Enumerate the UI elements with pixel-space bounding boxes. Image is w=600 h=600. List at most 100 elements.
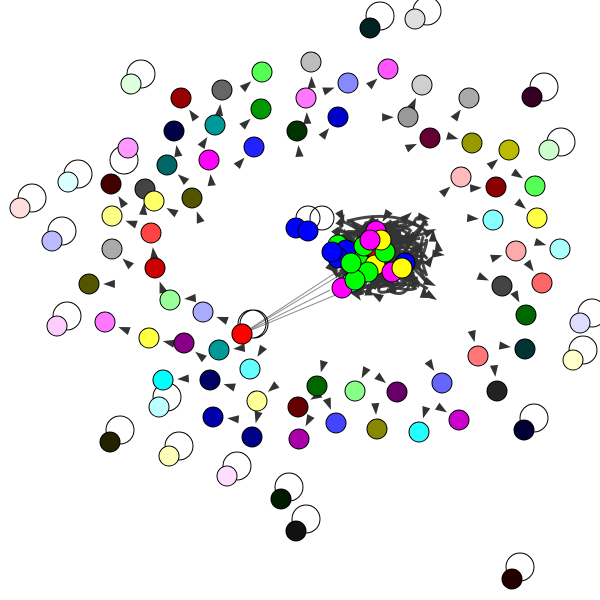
edges-layer — [241, 261, 363, 335]
graph-node[interactable] — [286, 120, 308, 142]
graph-node[interactable] — [156, 154, 178, 176]
graph-node[interactable] — [482, 209, 504, 231]
graph-node[interactable] — [143, 190, 165, 212]
graph-node[interactable] — [397, 106, 419, 128]
cluster-node[interactable] — [321, 241, 343, 263]
graph-node[interactable] — [288, 428, 310, 450]
graph-node[interactable] — [491, 275, 513, 297]
graph-node[interactable] — [250, 98, 272, 120]
graph-node[interactable] — [408, 421, 430, 443]
arrowhead — [305, 414, 315, 427]
graph-node[interactable] — [285, 520, 307, 542]
graph-node[interactable] — [515, 304, 537, 326]
cluster-node[interactable] — [340, 252, 362, 274]
graph-node[interactable] — [514, 338, 536, 360]
graph-node[interactable] — [181, 187, 203, 209]
arrowhead — [361, 366, 371, 379]
graph-node[interactable] — [287, 396, 309, 418]
graph-node[interactable] — [521, 86, 543, 108]
graph-node[interactable] — [344, 380, 366, 402]
graph-node[interactable] — [120, 73, 142, 95]
arrowhead — [382, 113, 394, 122]
graph-node[interactable] — [501, 568, 523, 590]
arrowhead — [267, 381, 280, 392]
graph-node[interactable] — [192, 301, 214, 323]
graph-node[interactable] — [117, 137, 139, 159]
graph-node[interactable] — [337, 72, 359, 94]
graph-node[interactable] — [450, 166, 472, 188]
graph-node[interactable] — [411, 74, 433, 96]
graph-node[interactable] — [152, 369, 174, 391]
graph-node[interactable] — [531, 272, 553, 294]
arrowhead — [184, 293, 197, 303]
graph-node[interactable] — [325, 412, 347, 434]
graph-node[interactable] — [78, 273, 100, 295]
graph-node[interactable] — [295, 87, 317, 109]
graph-node[interactable] — [359, 17, 381, 39]
graph-node[interactable] — [505, 240, 527, 262]
graph-node[interactable] — [524, 175, 546, 197]
cluster-node[interactable] — [391, 257, 413, 279]
graph-node[interactable] — [94, 311, 116, 333]
graph-node[interactable] — [170, 87, 192, 109]
graph-node[interactable] — [366, 418, 388, 440]
graph-node[interactable] — [486, 380, 508, 402]
graph-node[interactable] — [526, 207, 548, 229]
graph-node[interactable] — [101, 205, 123, 227]
graph-node[interactable] — [562, 349, 584, 371]
graph-node[interactable] — [159, 289, 181, 311]
graph-node[interactable] — [270, 488, 292, 510]
graph-node[interactable] — [327, 106, 349, 128]
graph-node[interactable] — [404, 8, 426, 30]
graph-node[interactable] — [485, 176, 507, 198]
graph-node[interactable] — [173, 332, 195, 354]
graph-node[interactable] — [211, 79, 233, 101]
graph-node[interactable] — [100, 173, 122, 195]
graph-node[interactable] — [461, 132, 483, 154]
graph-node[interactable] — [163, 120, 185, 142]
graph-node[interactable] — [386, 381, 408, 403]
graph-node[interactable] — [140, 222, 162, 244]
graph-node[interactable] — [467, 345, 489, 367]
graph-node[interactable] — [243, 136, 265, 158]
graph-node[interactable] — [448, 409, 470, 431]
graph-node[interactable] — [241, 426, 263, 448]
graph-node[interactable] — [538, 139, 560, 161]
graph-node[interactable] — [138, 327, 160, 349]
graph-node[interactable] — [101, 238, 123, 260]
graph-node[interactable] — [204, 114, 226, 136]
graph-node[interactable] — [498, 139, 520, 161]
cluster-node[interactable] — [359, 229, 381, 251]
graph-node[interactable] — [569, 312, 591, 334]
graph-node[interactable] — [99, 431, 121, 453]
graph-node[interactable] — [46, 315, 68, 337]
graph-node[interactable] — [199, 369, 221, 391]
graph-node[interactable] — [458, 87, 480, 109]
graph-node[interactable] — [306, 375, 328, 397]
central-cluster — [285, 209, 445, 303]
graph-node[interactable] — [419, 127, 441, 149]
graph-node[interactable] — [231, 323, 253, 345]
graph-node[interactable] — [431, 372, 453, 394]
graph-node[interactable] — [239, 358, 261, 380]
cluster-node[interactable] — [297, 220, 319, 242]
graph-node[interactable] — [300, 51, 322, 73]
arrowhead — [177, 174, 190, 186]
cluster-arrowhead — [398, 231, 408, 245]
graph-node[interactable] — [513, 419, 535, 441]
graph-node[interactable] — [216, 465, 238, 487]
graph-node[interactable] — [148, 396, 170, 418]
graph-node[interactable] — [549, 238, 571, 260]
graph-node[interactable] — [41, 230, 63, 252]
graph-node[interactable] — [202, 406, 224, 428]
graph-node[interactable] — [246, 390, 268, 412]
graph-node[interactable] — [57, 171, 79, 193]
arrowhead — [195, 351, 207, 363]
graph-node[interactable] — [208, 339, 230, 361]
graph-node[interactable] — [144, 257, 166, 279]
graph-node[interactable] — [158, 445, 180, 467]
graph-node[interactable] — [9, 197, 31, 219]
graph-node[interactable] — [251, 61, 273, 83]
graph-node[interactable] — [377, 58, 399, 80]
graph-node[interactable] — [198, 149, 220, 171]
